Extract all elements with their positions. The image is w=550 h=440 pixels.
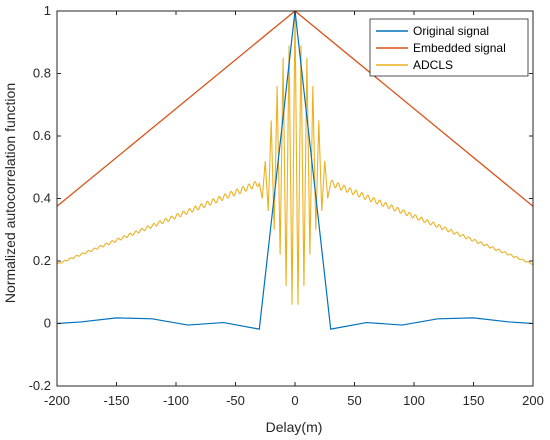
x-axis-title: Delay(m)	[266, 419, 323, 435]
legend: Original signal Embedded signal ADCLS	[369, 18, 529, 77]
x-tick-label: 100	[403, 393, 425, 408]
x-tick-label: -200	[44, 393, 70, 408]
y-tick-label: 0.8	[33, 66, 51, 81]
y-axis-title: Normalized autocorrelation function	[2, 83, 18, 303]
x-tick-label: 200	[522, 393, 544, 408]
tick-layer: -200 -150 -100 -50 0 50 100 150 200 -0.2 0 0.2 0.4 0.…	[29, 3, 544, 408]
y-tick-label: 0.6	[33, 128, 51, 143]
y-tick-label: -0.2	[29, 378, 51, 393]
x-tick-label: -150	[103, 393, 129, 408]
y-tick-label: 1	[44, 3, 51, 18]
x-tick-label: 0	[291, 393, 298, 408]
y-tick-label: 0.4	[33, 191, 51, 206]
legend-label: Embedded signal	[413, 41, 506, 55]
legend-label: Original signal	[413, 24, 489, 38]
x-tick-label: 150	[463, 393, 485, 408]
x-tick-label: -100	[163, 393, 189, 408]
y-tick-label: 0	[44, 316, 51, 331]
x-tick-label: 50	[347, 393, 361, 408]
x-tick-label: -50	[226, 393, 245, 408]
legend-label: ADCLS	[413, 58, 453, 72]
y-tick-label: 0.2	[33, 253, 51, 268]
